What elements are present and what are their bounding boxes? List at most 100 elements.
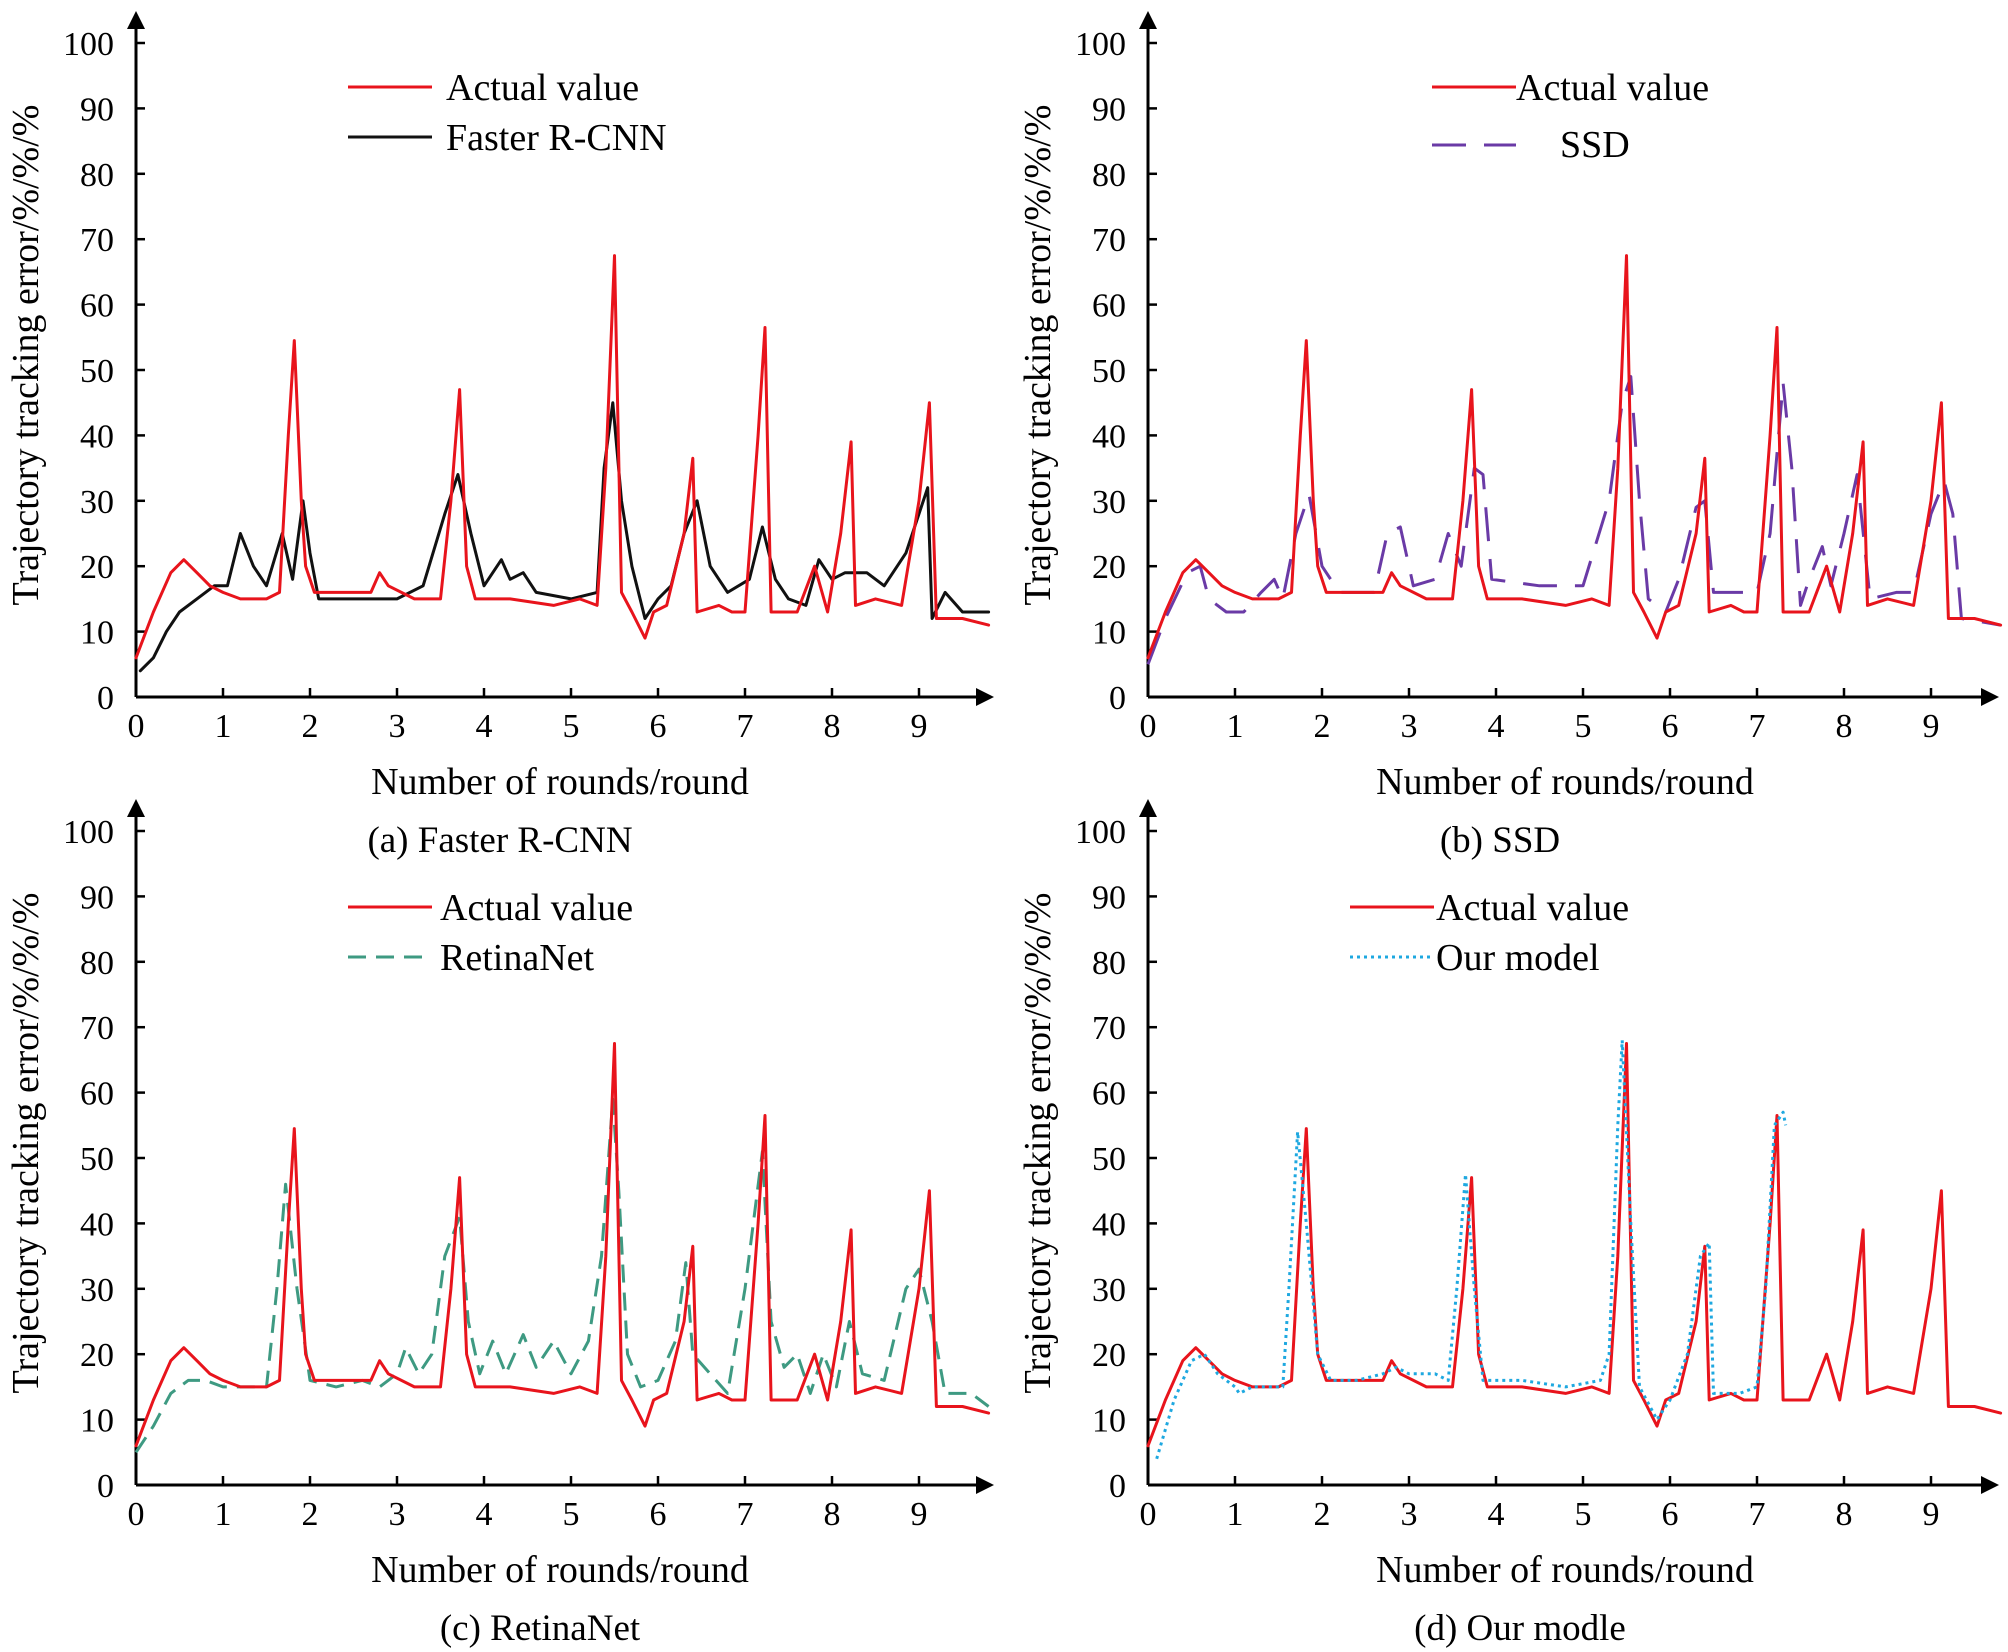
y-tick-label: 80	[1092, 945, 1126, 982]
x-tick-label: 8	[824, 708, 841, 745]
x-tick-label: 3	[1401, 708, 1418, 745]
y-tick-label: 40	[80, 1206, 114, 1243]
y-tick-label: 0	[97, 680, 114, 717]
series-line-actual-value	[134, 254, 991, 660]
y-tick-label: 30	[80, 1272, 114, 1309]
series-line-actual-value	[134, 1042, 991, 1448]
x-tick-label: 6	[650, 1496, 667, 1533]
x-tick-label: 0	[1140, 708, 1157, 745]
y-tick-label: 0	[97, 1468, 114, 1505]
x-tick-label: 2	[1314, 1496, 1331, 1533]
x-tick-label: 7	[1749, 1496, 1766, 1533]
x-tick-label: 4	[476, 1496, 493, 1533]
x-tick-label: 3	[1401, 1496, 1418, 1533]
y-tick-label: 10	[1092, 1403, 1126, 1440]
x-tick-label: 2	[1314, 708, 1331, 745]
y-tick-label: 50	[80, 1141, 114, 1178]
legend-label-ssd: SSD	[1560, 124, 1630, 166]
y-tick-label: 40	[1092, 1206, 1126, 1243]
y-tick-label: 70	[1092, 222, 1126, 259]
x-tick-label: 5	[563, 708, 580, 745]
x-tick-label: 9	[1923, 1496, 1940, 1533]
panel-caption: (b) SSD	[1440, 820, 1560, 861]
y-tick-label: 10	[80, 1403, 114, 1440]
y-tick-label: 30	[80, 484, 114, 521]
y-tick-label: 70	[80, 222, 114, 259]
y-tick-label: 60	[1092, 1076, 1126, 1113]
y-tick-label: 20	[80, 549, 114, 586]
legend: Actual value Our model	[1350, 887, 1629, 979]
legend: Actual value Faster R-CNN	[348, 67, 667, 159]
legend-label-retinanet: RetinaNet	[440, 937, 595, 979]
legend-label-our-model: Our model	[1436, 937, 1600, 979]
x-tick-label: 6	[1662, 1496, 1679, 1533]
y-tick-label: 100	[63, 814, 114, 851]
y-axis-label: Trajectory tracking error/%/%/%	[5, 893, 47, 1394]
series-line-retinanet	[134, 1097, 990, 1454]
y-tick-label: 40	[1092, 418, 1126, 455]
y-tick-label: 80	[1092, 157, 1126, 194]
x-tick-label: 1	[1227, 1496, 1244, 1533]
y-tick-label: 100	[63, 26, 114, 63]
y-tick-label: 60	[80, 288, 114, 325]
x-tick-label: 1	[215, 708, 232, 745]
y-tick-label: 30	[1092, 1272, 1126, 1309]
y-tick-label: 90	[80, 879, 114, 916]
x-tick-label: 6	[1662, 708, 1679, 745]
y-tick-label: 10	[80, 615, 114, 652]
legend-label-actual: Actual value	[440, 887, 633, 929]
y-tick-label: 100	[1075, 26, 1126, 63]
x-tick-label: 1	[215, 1496, 232, 1533]
legend: Actual value RetinaNet	[348, 887, 633, 979]
x-tick-label: 3	[389, 1496, 406, 1533]
y-tick-label: 50	[1092, 353, 1126, 390]
y-tick-label: 30	[1092, 484, 1126, 521]
panel-caption: (d) Our modle	[1414, 1608, 1626, 1649]
legend: Actual value SSD	[1432, 67, 1709, 166]
legend-label-faster-rcnn: Faster R-CNN	[446, 117, 667, 159]
panel-retinanet: Trajectory tracking error/%/%/% Number o…	[5, 799, 994, 1649]
x-axis-label: Number of rounds/round	[1376, 761, 1754, 803]
x-tick-label: 4	[1488, 1496, 1505, 1533]
y-axis-label: Trajectory tracking error/%/%/%	[1017, 893, 1059, 1394]
x-tick-label: 0	[128, 708, 145, 745]
y-axis-label: Trajectory tracking error/%/%/%	[5, 105, 47, 606]
x-tick-label: 9	[1923, 708, 1940, 745]
x-tick-label: 5	[563, 1496, 580, 1533]
x-axis-label: Number of rounds/round	[371, 1549, 749, 1591]
x-tick-label: 7	[737, 1496, 754, 1533]
x-tick-label: 6	[650, 708, 667, 745]
y-tick-label: 40	[80, 418, 114, 455]
legend-label-actual: Actual value	[1516, 67, 1709, 109]
y-tick-label: 80	[80, 945, 114, 982]
y-tick-label: 90	[1092, 879, 1126, 916]
x-tick-label: 2	[302, 708, 319, 745]
x-axis-label: Number of rounds/round	[1376, 1549, 1754, 1591]
series-line-our-model	[1155, 1038, 1788, 1460]
y-tick-label: 50	[80, 353, 114, 390]
x-axis-label: Number of rounds/round	[371, 761, 749, 803]
y-tick-label: 70	[80, 1010, 114, 1047]
x-tick-label: 4	[1488, 708, 1505, 745]
series-line-faster-r-cnn	[138, 401, 991, 673]
x-tick-label: 8	[1836, 708, 1853, 745]
y-tick-label: 70	[1092, 1010, 1126, 1047]
y-tick-label: 60	[1092, 288, 1126, 325]
x-tick-label: 4	[476, 708, 493, 745]
legend-label-actual: Actual value	[1436, 887, 1629, 929]
x-tick-label: 5	[1575, 1496, 1592, 1533]
y-tick-label: 80	[80, 157, 114, 194]
y-tick-label: 20	[80, 1337, 114, 1374]
x-tick-label: 2	[302, 1496, 319, 1533]
y-tick-label: 60	[80, 1076, 114, 1113]
panel-caption: (a) Faster R-CNN	[367, 820, 632, 861]
x-tick-label: 7	[737, 708, 754, 745]
series-line-actual-value	[1146, 1042, 2003, 1448]
x-tick-label: 5	[1575, 708, 1592, 745]
x-tick-label: 1	[1227, 708, 1244, 745]
x-tick-label: 8	[1836, 1496, 1853, 1533]
series-line-actual-value	[1146, 254, 2003, 660]
x-tick-label: 0	[128, 1496, 145, 1533]
x-tick-label: 8	[824, 1496, 841, 1533]
